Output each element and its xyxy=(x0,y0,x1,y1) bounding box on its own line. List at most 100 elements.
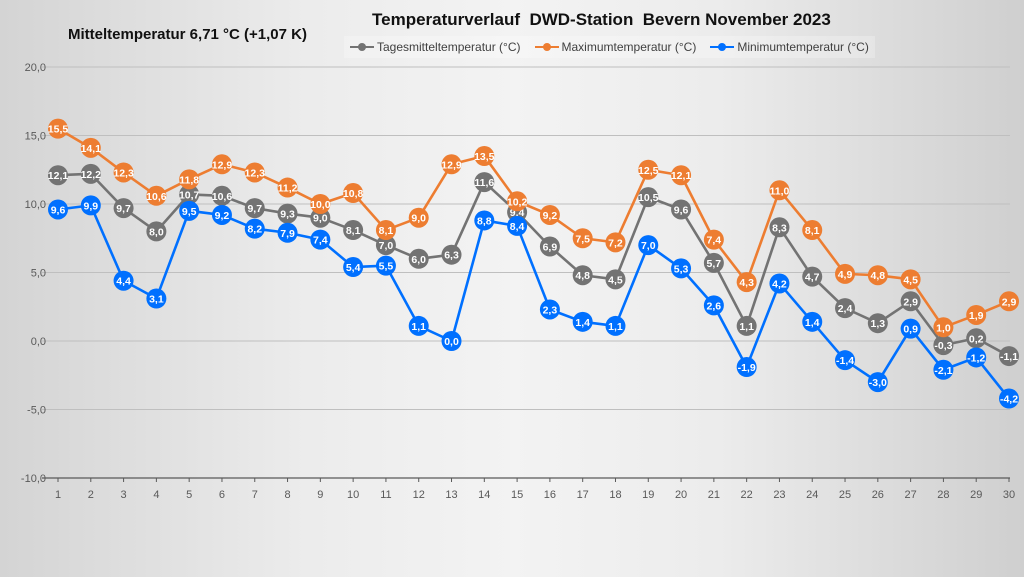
data-label: 11,2 xyxy=(278,183,298,195)
data-label: 1,3 xyxy=(871,318,886,330)
data-point xyxy=(244,162,265,183)
data-label: -1,2 xyxy=(967,352,985,364)
data-label: 8,1 xyxy=(379,225,394,237)
y-tick-label: -5,0 xyxy=(27,405,46,417)
series-min: 9,6 9,9 4,4 3,1 9,5 9,2 8,2 7,9 7,4 5,4 5,5 1,1 0,0 8… xyxy=(48,195,1019,409)
series-max: 15,5 14,1 12,3 10,6 11,8 12,9 12,3 11,2 10,0 10,8… xyxy=(48,118,1019,338)
x-tick-label: 23 xyxy=(773,489,785,501)
legend-marker-min-icon xyxy=(710,42,735,52)
data-label: 1,1 xyxy=(608,321,623,333)
legend-item-mean: Tagesmitteltemperatur (°C) xyxy=(350,40,521,54)
data-label: 4,8 xyxy=(871,270,886,282)
data-label: 8,2 xyxy=(247,224,262,236)
data-point xyxy=(179,169,200,190)
data-label: 0,9 xyxy=(903,324,918,336)
y-tick-label: 15,0 xyxy=(25,131,46,143)
data-point xyxy=(638,159,659,180)
legend-marker-max-icon xyxy=(534,42,559,52)
data-point xyxy=(441,331,462,351)
data-label: 1,4 xyxy=(805,317,820,329)
data-point xyxy=(966,328,987,349)
data-label: 4,4 xyxy=(116,276,131,288)
data-point xyxy=(343,220,364,241)
data-point xyxy=(48,199,68,220)
data-point xyxy=(966,304,987,325)
data-point xyxy=(769,180,790,201)
x-tick-label: 2 xyxy=(88,489,94,501)
data-point xyxy=(310,194,331,214)
x-tick-label: 6 xyxy=(219,489,225,501)
data-point xyxy=(343,183,364,204)
x-tick-label: 9 xyxy=(317,489,323,501)
data-point xyxy=(80,195,101,216)
data-label: 5,4 xyxy=(346,262,361,274)
legend: Tagesmitteltemperatur (°C) Maximumtemper… xyxy=(344,36,875,58)
x-tick-label: 1 xyxy=(55,489,61,501)
x-tick-label: 20 xyxy=(675,489,687,501)
legend-item-min: Minimumtemperatur (°C) xyxy=(710,40,869,54)
y-tick-label: -10,0 xyxy=(21,473,46,485)
x-tick-label: 4 xyxy=(153,489,159,501)
data-point xyxy=(408,315,429,336)
data-label: 5,3 xyxy=(674,263,689,275)
data-label: 10,0 xyxy=(310,199,331,211)
data-point xyxy=(539,236,560,257)
data-point xyxy=(146,221,167,242)
data-label: 12,1 xyxy=(48,170,69,182)
data-label: -4,2 xyxy=(1000,394,1018,406)
data-label: 12,5 xyxy=(638,165,659,177)
data-label: 6,9 xyxy=(543,241,558,253)
x-tick-label: 30 xyxy=(1003,489,1015,501)
legend-marker-mean-icon xyxy=(350,42,374,52)
data-point xyxy=(703,252,724,273)
data-point xyxy=(146,288,167,309)
x-tick-label: 13 xyxy=(445,489,457,501)
data-label: 9,0 xyxy=(411,213,426,225)
data-label: 8,3 xyxy=(772,222,787,234)
legend-label-mean: Tagesmitteltemperatur (°C) xyxy=(377,40,521,54)
data-label: 8,8 xyxy=(477,215,492,227)
data-label: 8,4 xyxy=(510,221,525,233)
data-label: 5,5 xyxy=(379,261,394,273)
x-tick-label: 16 xyxy=(544,489,556,501)
data-point xyxy=(736,357,757,378)
data-label: 10,2 xyxy=(507,196,528,208)
data-label: 1,4 xyxy=(575,317,590,329)
x-tick-label: 25 xyxy=(839,489,851,501)
data-label: 1,1 xyxy=(411,321,426,333)
legend-label-min: Minimumtemperatur (°C) xyxy=(737,40,869,54)
data-label: 12,2 xyxy=(81,169,102,181)
data-point xyxy=(835,298,856,319)
data-point xyxy=(605,315,626,336)
data-label: 7,5 xyxy=(575,233,590,245)
legend-label-max: Maximumtemperatur (°C) xyxy=(561,40,697,54)
y-tick-label: 0,0 xyxy=(31,336,46,348)
data-label: 4,3 xyxy=(739,277,754,289)
data-point xyxy=(244,198,265,219)
data-label: -1,9 xyxy=(738,362,756,374)
data-point xyxy=(277,177,298,198)
data-point xyxy=(671,258,692,279)
data-label: 9,6 xyxy=(674,204,689,216)
data-label: 10,6 xyxy=(146,191,167,203)
data-label: 12,9 xyxy=(441,159,462,171)
data-point xyxy=(638,187,659,208)
data-point xyxy=(999,291,1019,312)
data-point xyxy=(113,270,134,291)
data-label: 15,5 xyxy=(48,124,69,136)
x-tick-label: 28 xyxy=(937,489,949,501)
data-point xyxy=(113,162,134,183)
data-point xyxy=(179,200,200,221)
x-tick-label: 19 xyxy=(642,489,654,501)
data-point xyxy=(408,248,429,269)
data-label: 0,2 xyxy=(969,333,984,345)
data-point xyxy=(572,228,593,249)
data-point xyxy=(48,118,68,139)
data-label: 4,5 xyxy=(903,274,918,286)
data-point xyxy=(703,229,724,250)
data-label: -2,1 xyxy=(934,365,952,377)
data-point xyxy=(179,184,200,205)
x-tick-label: 27 xyxy=(904,489,916,501)
